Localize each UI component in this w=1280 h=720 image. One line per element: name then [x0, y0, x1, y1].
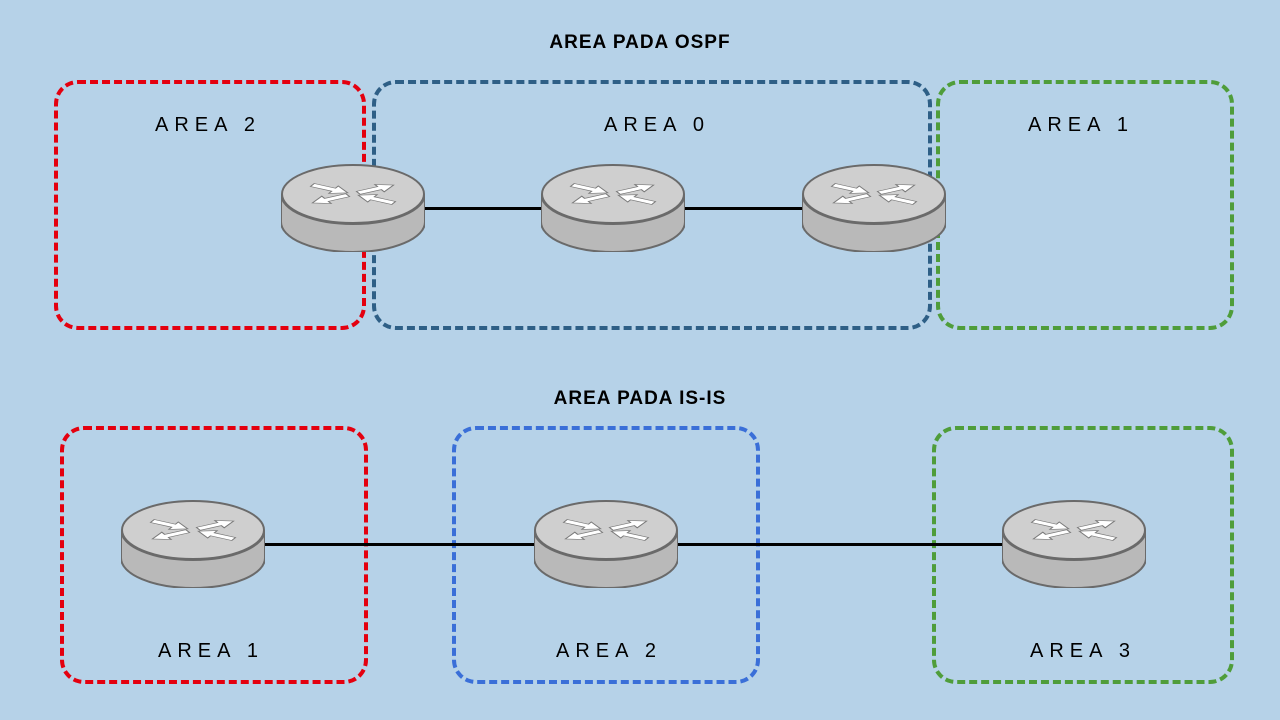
link-ospf-0: [425, 207, 541, 210]
area-label-isis-0: AREA 1: [158, 640, 264, 663]
router-icon-isis-1: [534, 500, 678, 593]
area-label-isis-2: AREA 3: [1030, 640, 1136, 663]
area-label-ospf-2: AREA 1: [1028, 114, 1134, 137]
title-ospf: AREA PADA OSPF: [0, 32, 1280, 54]
router-icon-isis-0: [121, 500, 265, 593]
area-label-ospf-1: AREA 0: [604, 114, 710, 137]
link-isis-0: [265, 543, 534, 546]
area-label-ospf-0: AREA 2: [155, 114, 261, 137]
router-icon-ospf-2: [802, 164, 946, 257]
router-icon-isis-2: [1002, 500, 1146, 593]
router-icon-ospf-1: [541, 164, 685, 257]
title-isis: AREA PADA IS-IS: [0, 388, 1280, 410]
router-icon-ospf-0: [281, 164, 425, 257]
link-ospf-1: [685, 207, 802, 210]
area-label-isis-1: AREA 2: [556, 640, 662, 663]
link-isis-1: [678, 543, 1002, 546]
